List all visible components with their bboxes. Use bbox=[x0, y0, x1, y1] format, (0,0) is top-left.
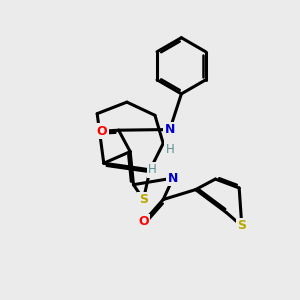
Text: H: H bbox=[148, 163, 157, 176]
Text: N: N bbox=[168, 172, 178, 184]
Text: O: O bbox=[97, 125, 107, 138]
Text: N: N bbox=[165, 123, 175, 136]
Text: S: S bbox=[139, 193, 148, 206]
Text: H: H bbox=[165, 143, 174, 156]
Text: O: O bbox=[138, 215, 149, 229]
Text: S: S bbox=[237, 220, 246, 232]
